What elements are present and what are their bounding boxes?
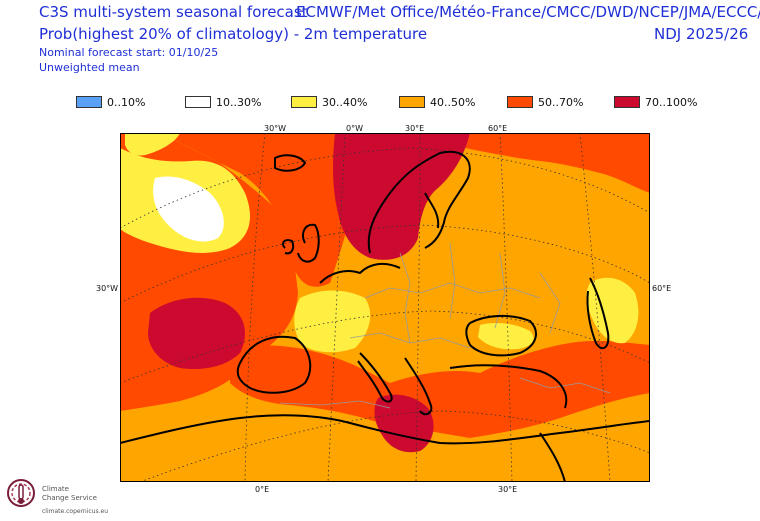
subtitle-right: NDJ 2025/26 xyxy=(654,25,749,43)
tick-top-60e: 60°E xyxy=(488,124,508,133)
tick-bottom-30e: 30°E xyxy=(498,485,518,494)
title-left: C3S multi-system seasonal forecast xyxy=(39,3,308,21)
tick-bottom-0: 0°E xyxy=(255,485,270,494)
region-70-100-norway xyxy=(333,133,470,260)
legend-swatch xyxy=(399,96,425,108)
subtitle-left: Prob(highest 20% of climatology) - 2m te… xyxy=(39,25,428,43)
title-right: ECMWF/Met Office/Météo-France/CMCC/DWD/N… xyxy=(296,3,760,21)
tick-top-30e: 30°E xyxy=(405,124,425,133)
region-30-40-caspian xyxy=(586,277,639,344)
legend-item-10-30: 10..30% xyxy=(185,95,261,109)
region-70-100-atlantic xyxy=(148,297,245,370)
region-30-40-corner xyxy=(125,133,180,156)
region-50-70-north xyxy=(160,133,380,287)
region-30-40-blacksea xyxy=(478,323,534,350)
legend-item-0-10: 0..10% xyxy=(76,95,145,109)
logo-line1: Climate xyxy=(42,485,69,493)
logo-url: climate.copernicus.eu xyxy=(42,508,109,515)
logo-line2: Change Service xyxy=(42,494,97,502)
tick-left-30w: 30°W xyxy=(96,284,119,293)
legend-item-50-70: 50..70% xyxy=(507,95,583,109)
copernicus-logo: Climate Change Service climate.copernicu… xyxy=(6,477,136,519)
tick-top-0: 0°W xyxy=(346,124,363,133)
legend-item-70-100: 70..100% xyxy=(614,95,697,109)
coastlines xyxy=(120,150,650,482)
legend-item-40-50: 40..50% xyxy=(399,95,475,109)
legend-item-30-40: 30..40% xyxy=(291,95,367,109)
graticule xyxy=(120,133,650,482)
legend-swatch xyxy=(291,96,317,108)
map-frame xyxy=(120,133,650,482)
legend-swatch xyxy=(614,96,640,108)
region-50-70-northeast xyxy=(450,133,650,193)
legend-swatch xyxy=(507,96,533,108)
forecast-map xyxy=(120,133,650,482)
tick-top-30w: 30°W xyxy=(264,124,287,133)
legend-swatch xyxy=(185,96,211,108)
tick-right-60e: 60°E xyxy=(652,284,672,293)
legend-swatch xyxy=(76,96,102,108)
forecast-start-info: Nominal forecast start: 01/10/25 xyxy=(39,46,219,59)
region-10-30-northwest xyxy=(153,176,224,242)
region-30-40-france xyxy=(294,290,371,353)
weighting-info: Unweighted mean xyxy=(39,61,140,74)
region-50-70-south xyxy=(230,340,650,438)
country-borders xyxy=(279,242,611,409)
region-70-100-ionian xyxy=(374,394,434,453)
climate-change-service-icon xyxy=(7,479,35,507)
